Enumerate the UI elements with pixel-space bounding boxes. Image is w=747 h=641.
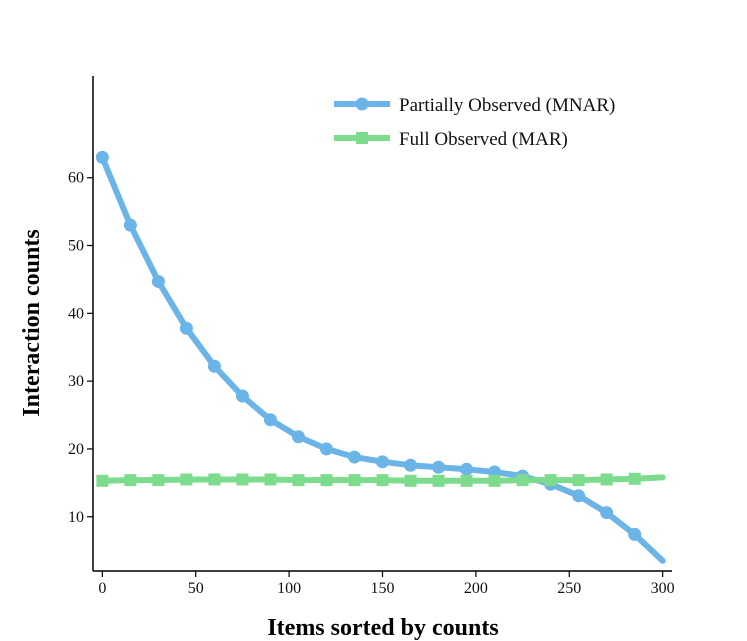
legend: Partially Observed (MNAR) Full Observed … [334,95,615,150]
data-point [152,474,165,487]
data-point [572,489,586,503]
x-ticks: 0 50 100 150 200 250 300 [98,571,675,597]
data-point [600,506,614,520]
data-point [544,474,557,487]
data-point [292,474,305,487]
y-tick-label: 30 [68,373,84,390]
data-point [320,474,333,487]
data-point [180,473,193,486]
x-tick-label: 200 [464,580,488,597]
x-tick-label: 50 [188,580,204,597]
data-point [235,389,249,403]
data-point [207,359,221,373]
data-point [348,474,361,487]
legend-label-mnar: Partially Observed (MNAR) [399,95,615,116]
data-point [347,450,361,464]
data-point [572,474,585,487]
data-point [291,430,305,444]
data-point [460,462,474,476]
y-ticks: 10 20 30 40 50 60 [68,170,93,526]
data-point [376,474,389,487]
data-point [151,274,165,288]
data-point [600,473,613,486]
data-point [516,474,529,487]
legend-marker-mnar [355,97,369,111]
data-point [404,458,418,472]
data-point [460,474,473,487]
data-point [432,474,445,487]
legend-marker-mar [356,132,368,144]
data-point [488,474,501,487]
data-point [236,473,249,486]
data-point [319,442,333,456]
x-tick-label: 150 [371,580,395,597]
x-tick-label: 300 [651,580,675,597]
data-point [432,460,446,474]
y-tick-label: 50 [68,238,84,255]
data-point [264,473,277,486]
data-point [628,472,641,485]
data-point [96,474,109,487]
data-point [263,413,277,427]
y-axis-title: Interaction counts [19,229,45,416]
x-tick-label: 250 [557,580,581,597]
y-tick-label: 60 [68,170,84,187]
data-point [95,150,109,164]
legend-label-mar: Full Observed (MAR) [399,129,568,150]
y-tick-label: 20 [68,441,84,458]
data-point [376,455,389,469]
data-point [123,218,137,232]
x-tick-label: 0 [98,580,106,597]
data-point [628,527,642,541]
data-point [124,474,137,487]
data-point [208,473,221,486]
y-tick-label: 40 [68,305,84,322]
data-point [179,321,193,335]
x-tick-label: 100 [277,580,301,597]
data-point [404,474,417,487]
y-tick-label: 10 [68,509,84,526]
x-axis-title: Items sorted by counts [267,615,498,641]
plot-markers [95,150,642,541]
